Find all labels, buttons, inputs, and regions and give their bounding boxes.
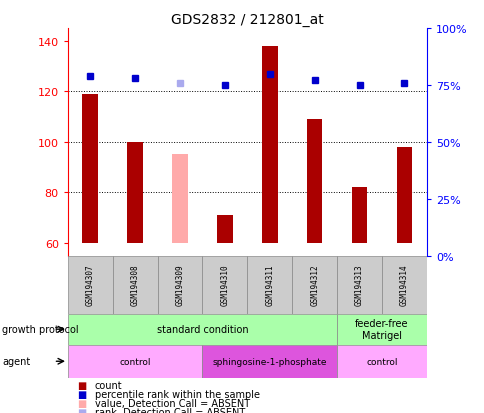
Bar xyxy=(172,155,187,243)
Bar xyxy=(291,256,336,314)
Text: control: control xyxy=(365,357,397,366)
Bar xyxy=(68,314,336,345)
Bar xyxy=(157,256,202,314)
Text: ■: ■ xyxy=(77,380,87,390)
Bar xyxy=(336,256,381,314)
Text: GSM194311: GSM194311 xyxy=(265,264,274,306)
Text: GSM194309: GSM194309 xyxy=(175,264,184,306)
Bar xyxy=(261,47,277,243)
Bar xyxy=(68,345,202,378)
Text: value, Detection Call = ABSENT: value, Detection Call = ABSENT xyxy=(94,398,249,408)
Text: GSM194310: GSM194310 xyxy=(220,264,229,306)
Text: control: control xyxy=(119,357,151,366)
Text: count: count xyxy=(94,380,122,390)
Text: agent: agent xyxy=(2,356,30,366)
Text: rank, Detection Call = ABSENT: rank, Detection Call = ABSENT xyxy=(94,407,244,413)
Text: GSM194307: GSM194307 xyxy=(86,264,95,306)
Bar xyxy=(336,314,426,345)
Bar xyxy=(112,256,157,314)
Bar xyxy=(82,95,98,243)
Bar xyxy=(306,120,322,243)
Title: GDS2832 / 212801_at: GDS2832 / 212801_at xyxy=(171,12,323,26)
Bar xyxy=(68,256,112,314)
Text: GSM194312: GSM194312 xyxy=(309,264,318,306)
Bar xyxy=(217,216,232,243)
Text: GSM194313: GSM194313 xyxy=(354,264,363,306)
Text: GSM194308: GSM194308 xyxy=(130,264,139,306)
Bar xyxy=(127,142,143,243)
Bar xyxy=(336,345,426,378)
Text: sphingosine-1-phosphate: sphingosine-1-phosphate xyxy=(212,357,326,366)
Text: ■: ■ xyxy=(77,389,87,399)
Text: ■: ■ xyxy=(77,407,87,413)
Text: feeder-free
Matrigel: feeder-free Matrigel xyxy=(354,318,408,340)
Bar xyxy=(381,256,426,314)
Bar xyxy=(202,256,247,314)
Text: percentile rank within the sample: percentile rank within the sample xyxy=(94,389,259,399)
Text: GSM194314: GSM194314 xyxy=(399,264,408,306)
Bar xyxy=(351,188,366,243)
Text: ■: ■ xyxy=(77,398,87,408)
Bar xyxy=(396,147,411,243)
Text: growth protocol: growth protocol xyxy=(2,324,79,335)
Bar xyxy=(247,256,291,314)
Text: standard condition: standard condition xyxy=(156,324,248,335)
Bar xyxy=(202,345,336,378)
